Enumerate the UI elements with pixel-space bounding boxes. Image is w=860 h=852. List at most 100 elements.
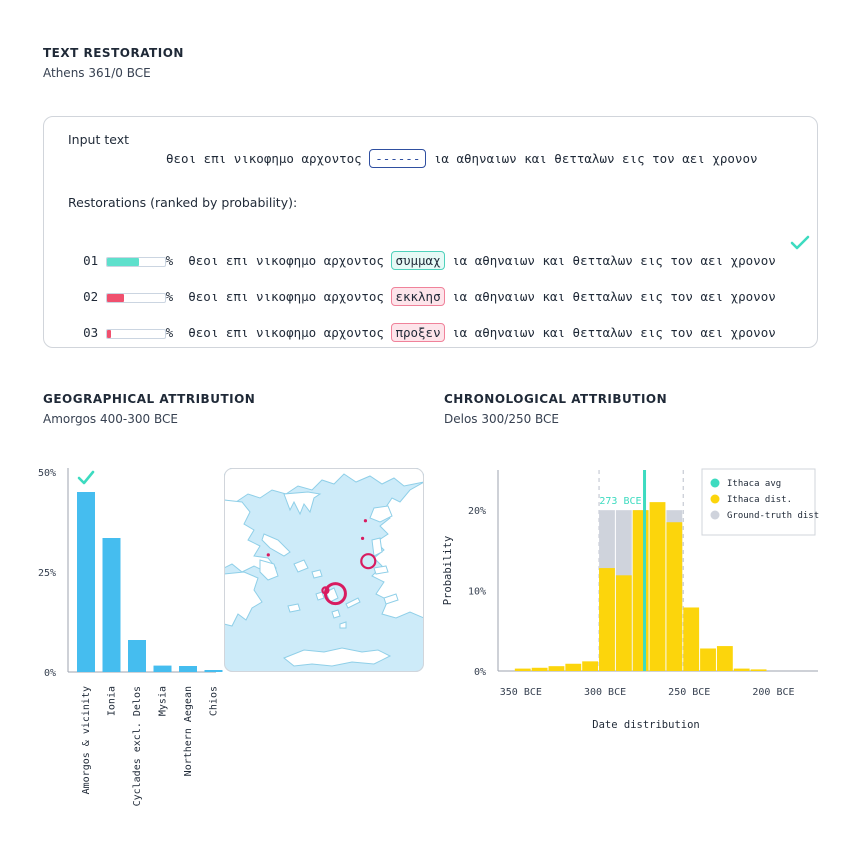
input-text-prefix: θεοι επι νικοφημο αρχοντος — [166, 151, 362, 166]
land-kos — [383, 593, 399, 605]
x-tick-label: 300 BCE — [584, 687, 626, 698]
x-tick-label: Ionia — [107, 686, 118, 716]
geo-bar[interactable] — [77, 492, 95, 672]
y-tick-label: 20% — [468, 506, 486, 517]
land-andros — [293, 559, 309, 573]
section-title-text-restoration: TEXT RESTORATION — [43, 46, 184, 60]
section-title-chrono: CHRONOLOGICAL ATTRIBUTION — [444, 392, 668, 406]
row-prefix: θεοι επι νικοφημο αρχοντος — [188, 325, 384, 340]
aegean-map[interactable] — [224, 468, 424, 672]
restoration-panel — [43, 116, 818, 348]
geo-bar[interactable] — [179, 666, 197, 672]
probability-bar — [105, 292, 166, 303]
section-subtitle-geo: Amorgos 400-300 BCE — [43, 412, 178, 426]
probability-bar-fill — [106, 293, 125, 302]
land-samos — [373, 565, 389, 575]
ithaca-dist-bar[interactable] — [750, 669, 767, 671]
chrono-bar-chart: 273 BCE 0% 10% 20% 350 BCE 300 BCE 250 BCE 200 … — [442, 468, 819, 731]
ithaca-dist-bar[interactable] — [666, 522, 683, 671]
map-border — [224, 468, 424, 672]
ithaca-dist-bar[interactable] — [733, 668, 750, 671]
land-santorini — [339, 621, 347, 629]
land-crete — [283, 647, 392, 667]
location-dot[interactable] — [360, 536, 365, 540]
landmasses — [224, 468, 424, 667]
geo-bar[interactable] — [153, 665, 172, 672]
y-tick-label: 25% — [38, 568, 56, 579]
ithaca-dist-bar[interactable] — [716, 646, 733, 671]
rank-number: 02 — [83, 289, 99, 304]
geo-bar[interactable] — [204, 670, 223, 672]
x-tick-label: Northern Aegean — [183, 686, 194, 776]
section-subtitle-chrono: Delos 300/250 BCE — [444, 412, 560, 426]
input-gap-box[interactable]: ------ — [369, 149, 427, 168]
x-tick-label: 350 BCE — [500, 687, 542, 698]
ithaca-dist-bar[interactable] — [514, 668, 531, 671]
restoration-row-1[interactable]: 01 % θεοι επι νικοφημο αρχοντος συμμαχ ι… — [68, 236, 776, 270]
land-greece — [224, 499, 277, 573]
geo-bar[interactable] — [102, 538, 121, 672]
top-prediction-check-icon — [77, 470, 95, 485]
rank-number: 03 — [83, 325, 99, 340]
y-tick-label: 0% — [44, 668, 56, 679]
percent-sign: % — [165, 253, 174, 268]
probability-bar-fill — [106, 329, 111, 338]
land-tinos — [311, 569, 323, 579]
ithaca-avg-label: 273 BCE — [599, 496, 641, 507]
x-tick-label: Mysia — [158, 686, 169, 716]
x-tick-label: Amorgos & vicinity — [81, 686, 92, 794]
row-suffix: ια αθηναιων και θετταλων εις τον αει χρο… — [452, 289, 776, 304]
ithaca-dist-bar[interactable] — [565, 663, 582, 671]
map-markers — [266, 519, 377, 606]
ithaca-dist-bar[interactable] — [548, 666, 565, 671]
chart-legend: Ithaca avg Ithaca dist. Ground-truth dist — [701, 468, 819, 536]
ithaca-dist-bar[interactable] — [531, 667, 548, 671]
percent-sign: % — [165, 325, 174, 340]
ithaca-dist-bar[interactable] — [649, 502, 666, 671]
legend-label: Ithaca dist. — [727, 495, 792, 505]
probability-bar-fill — [106, 257, 139, 266]
rank-number: 01 — [83, 253, 99, 268]
legend-box — [701, 468, 816, 536]
y-axis-label: Probability — [442, 536, 454, 606]
geo-bar-chart: 50% 25% 0% Amorgos & vicinity Ionia Cyclades … — [38, 468, 223, 806]
legend-swatch — [710, 510, 720, 520]
percent-sign: % — [165, 289, 174, 304]
ithaca-dist-bar[interactable] — [632, 510, 649, 671]
restoration-row-2[interactable]: 02 % θεοι επι νικοφημο αρχοντος εκκλησ ι… — [68, 272, 776, 306]
geo-bar[interactable] — [128, 640, 146, 672]
land-milos — [287, 603, 301, 613]
land-north — [224, 468, 424, 503]
location-circle[interactable] — [360, 553, 377, 570]
map-layer — [224, 468, 424, 672]
land-amorgos — [345, 597, 361, 609]
row-prefix: θεοι επι νικοφημο αρχοντος — [188, 253, 384, 268]
y-tick-label: 0% — [474, 667, 486, 678]
probability-bar — [105, 256, 166, 267]
land-paros — [315, 591, 325, 601]
row-prefix: θεοι επι νικοφημο αρχοντος — [188, 289, 384, 304]
location-dot[interactable] — [266, 553, 270, 557]
restoration-row-3[interactable]: 03 % θεοι επι νικοφημο αρχοντος προξεν ι… — [68, 308, 776, 342]
ithaca-dist-bar[interactable] — [599, 568, 615, 671]
location-dot[interactable] — [363, 519, 368, 523]
location-circle[interactable] — [321, 586, 330, 595]
probability-bar — [105, 328, 166, 339]
restored-word: εκκλησ — [391, 287, 445, 306]
ithaca-dist-bar[interactable] — [582, 661, 599, 671]
y-tick-label: 50% — [38, 468, 56, 479]
ithaca-dist-bar[interactable] — [683, 607, 700, 671]
restored-word: συμμαχ — [391, 251, 445, 270]
land-lesbos — [369, 505, 393, 523]
x-axis-label: Date distribution — [592, 719, 699, 731]
land-chios — [371, 537, 383, 557]
correct-check-icon — [790, 235, 810, 250]
restorations-label: Restorations (ranked by probability): — [68, 195, 298, 210]
land-chalkidiki — [283, 491, 322, 516]
x-tick-label: Chios — [209, 686, 220, 716]
section-subtitle-text-restoration: Athens 361/0 BCE — [43, 66, 151, 80]
ithaca-dist-bar[interactable] — [700, 648, 716, 671]
legend-label: Ithaca avg — [727, 479, 781, 489]
input-text-suffix: ια αθηναιων και θετταλων εις τον αει χρο… — [433, 151, 758, 166]
ithaca-dist-bar[interactable] — [615, 575, 632, 671]
